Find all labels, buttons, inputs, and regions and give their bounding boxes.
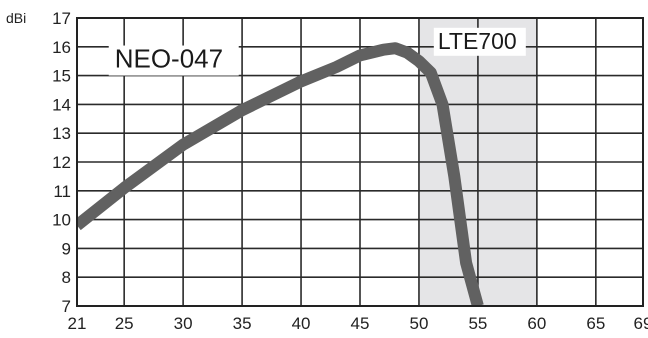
x-tick-label: 50 <box>409 314 428 333</box>
y-tick-label: 8 <box>62 268 71 287</box>
x-tick-label: 21 <box>68 314 87 333</box>
x-tick-label: 45 <box>351 314 370 333</box>
y-axis-unit-label: dBi <box>6 10 26 26</box>
x-tick-label: 65 <box>586 314 605 333</box>
band-label-lte700: LTE700 <box>438 28 517 54</box>
x-tick-label: 55 <box>468 314 487 333</box>
y-tick-label: 9 <box>62 239 71 258</box>
x-tick-label: 25 <box>115 314 134 333</box>
y-tick-label: 13 <box>52 124 71 143</box>
x-tick-label: 60 <box>527 314 546 333</box>
y-tick-label: 14 <box>52 95 71 114</box>
y-tick-label: 16 <box>52 38 71 57</box>
tick-layer: 7 8 9 10 11 12 13 14 15 16 17 21 25 30 35 40 45 50 55 60 65 6… <box>52 9 648 333</box>
x-tick-label: 40 <box>292 314 311 333</box>
y-tick-label: 12 <box>52 153 71 172</box>
y-tick-label: 15 <box>52 67 71 86</box>
x-tick-label: 69 <box>634 314 648 333</box>
series-layer <box>77 42 484 306</box>
y-tick-label: 11 <box>53 182 71 201</box>
series-label-bg <box>108 45 239 76</box>
series-line-neo-047 <box>77 42 484 306</box>
band-label-bg <box>433 27 526 56</box>
series-label-neo-047: NEO-047 <box>115 44 223 74</box>
y-tick-label: 7 <box>62 297 71 316</box>
y-tick-label: 10 <box>52 211 71 230</box>
y-tick-label: 17 <box>52 9 71 28</box>
plot-frame <box>76 17 644 307</box>
x-tick-label: 35 <box>233 314 252 333</box>
label-layer: NEO-047 LTE700 <box>108 27 526 76</box>
x-tick-label: 30 <box>174 314 193 333</box>
